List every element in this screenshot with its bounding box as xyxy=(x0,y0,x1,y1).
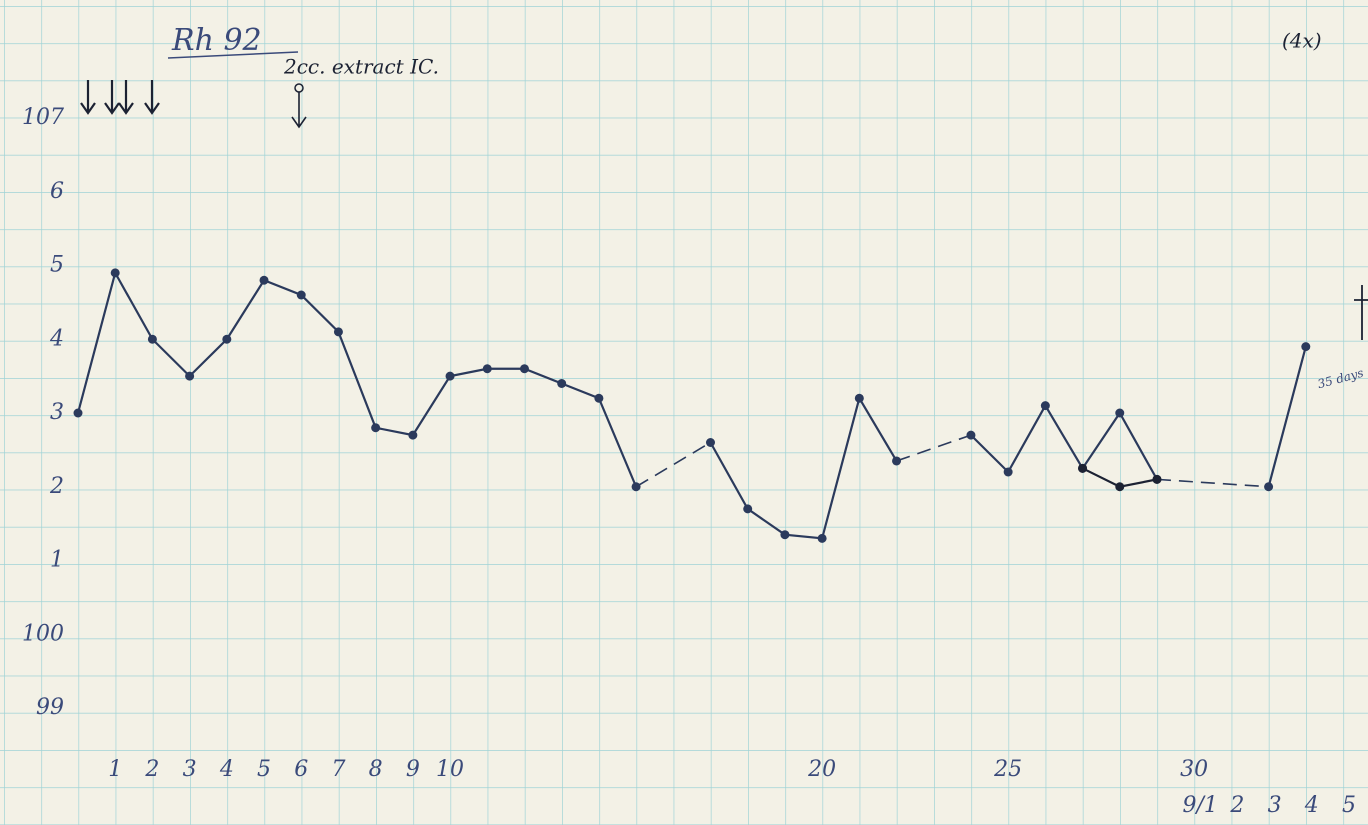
point xyxy=(854,393,864,403)
point xyxy=(1264,482,1274,492)
x-tick-label: 5 xyxy=(257,757,271,782)
point xyxy=(1301,342,1311,352)
point xyxy=(408,430,418,440)
x-tick-label: 9 xyxy=(406,757,420,782)
y-tick-label: 4 xyxy=(49,326,64,351)
point xyxy=(147,334,157,344)
x-tick-label: 4 xyxy=(219,757,234,782)
x-tick-label: 20 xyxy=(807,757,836,782)
x-tick-label: 2 xyxy=(144,757,159,782)
x-tick-label: 6 xyxy=(294,757,308,782)
point xyxy=(780,530,790,540)
annotation: (4x) xyxy=(1282,29,1322,53)
point xyxy=(631,482,641,492)
series-line xyxy=(1267,346,1307,488)
date-tick-label: 3 xyxy=(1268,793,1282,818)
gap-line xyxy=(896,434,972,462)
title-underline xyxy=(167,51,299,59)
point xyxy=(966,430,976,440)
point xyxy=(1115,482,1125,492)
x-tick-label: 1 xyxy=(108,757,122,782)
point xyxy=(1078,463,1088,473)
x-tick-label: 3 xyxy=(183,757,197,782)
date-tick-label: 2 xyxy=(1229,793,1244,818)
point xyxy=(519,364,529,374)
y-tick-label: 100 xyxy=(22,621,64,646)
point xyxy=(73,408,83,418)
y-tick-label: 107 xyxy=(22,105,64,130)
point xyxy=(706,438,715,447)
point xyxy=(296,290,306,300)
y-tick-label: 99 xyxy=(36,695,64,720)
date-tick-label: 4 xyxy=(1304,793,1319,818)
point xyxy=(110,268,120,278)
point xyxy=(1115,408,1125,418)
y-tick-label: 3 xyxy=(50,400,64,425)
chart-title: Rh 92 xyxy=(171,23,262,58)
x-tick-label: 10 xyxy=(436,757,464,782)
point xyxy=(594,393,604,403)
gap-line xyxy=(635,441,711,488)
point xyxy=(892,456,902,466)
point xyxy=(743,504,753,514)
x-tick-label: 30 xyxy=(1180,757,1208,782)
point xyxy=(333,327,343,337)
point xyxy=(371,423,381,433)
y-tick-label: 2 xyxy=(49,474,64,499)
date-tick-label: 5 xyxy=(1342,793,1356,818)
y-tick-label: 6 xyxy=(50,179,64,204)
series-line xyxy=(970,403,1158,480)
point xyxy=(557,379,567,388)
point xyxy=(817,533,827,543)
x-tick-label: 25 xyxy=(993,757,1022,782)
y-tick-label: 5 xyxy=(50,253,64,278)
arrows xyxy=(80,80,1368,340)
point xyxy=(222,334,232,344)
point xyxy=(259,275,269,285)
series-line xyxy=(709,395,898,540)
annotation: 2cc. extract IC. xyxy=(283,55,439,79)
x-tick-label: 7 xyxy=(331,757,345,782)
series-line xyxy=(76,269,638,488)
gap-line xyxy=(1156,478,1269,488)
point xyxy=(1003,467,1013,477)
point xyxy=(482,364,492,374)
point xyxy=(1040,401,1050,411)
point xyxy=(185,371,195,381)
y-tick-label: 1 xyxy=(50,548,64,573)
x-tick-label: 8 xyxy=(369,757,383,782)
point xyxy=(445,371,455,381)
point xyxy=(1152,474,1162,484)
date-tick-label: 9/1 xyxy=(1182,793,1217,818)
